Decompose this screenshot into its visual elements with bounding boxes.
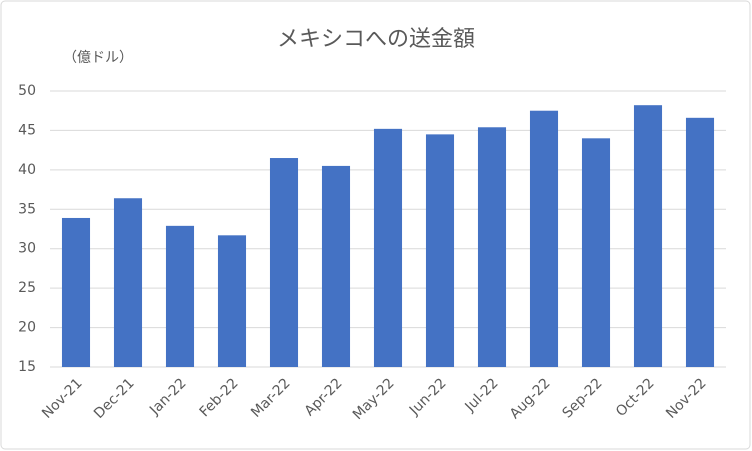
bar <box>321 165 351 367</box>
bar <box>61 217 91 367</box>
y-tick-label: 25 <box>18 280 36 296</box>
bar <box>581 138 611 367</box>
bar <box>529 110 559 367</box>
bar <box>165 225 195 367</box>
y-tick-label: 30 <box>18 241 36 257</box>
bar <box>425 134 455 367</box>
bar <box>373 128 403 367</box>
y-tick-label: 20 <box>18 320 36 336</box>
chart-title: メキシコへの送金額 <box>277 27 475 52</box>
y-tick-label: 15 <box>18 359 36 375</box>
bar <box>113 198 143 367</box>
bar <box>685 117 715 367</box>
y-axis-label: （億ドル） <box>63 50 133 66</box>
y-tick-label: 50 <box>18 83 36 99</box>
y-tick-label: 45 <box>18 122 36 138</box>
bar <box>269 158 299 367</box>
bar <box>633 105 663 368</box>
bar <box>217 235 247 367</box>
y-tick-label: 35 <box>18 201 36 217</box>
y-tick-label: 40 <box>18 162 36 178</box>
bar <box>477 127 507 367</box>
